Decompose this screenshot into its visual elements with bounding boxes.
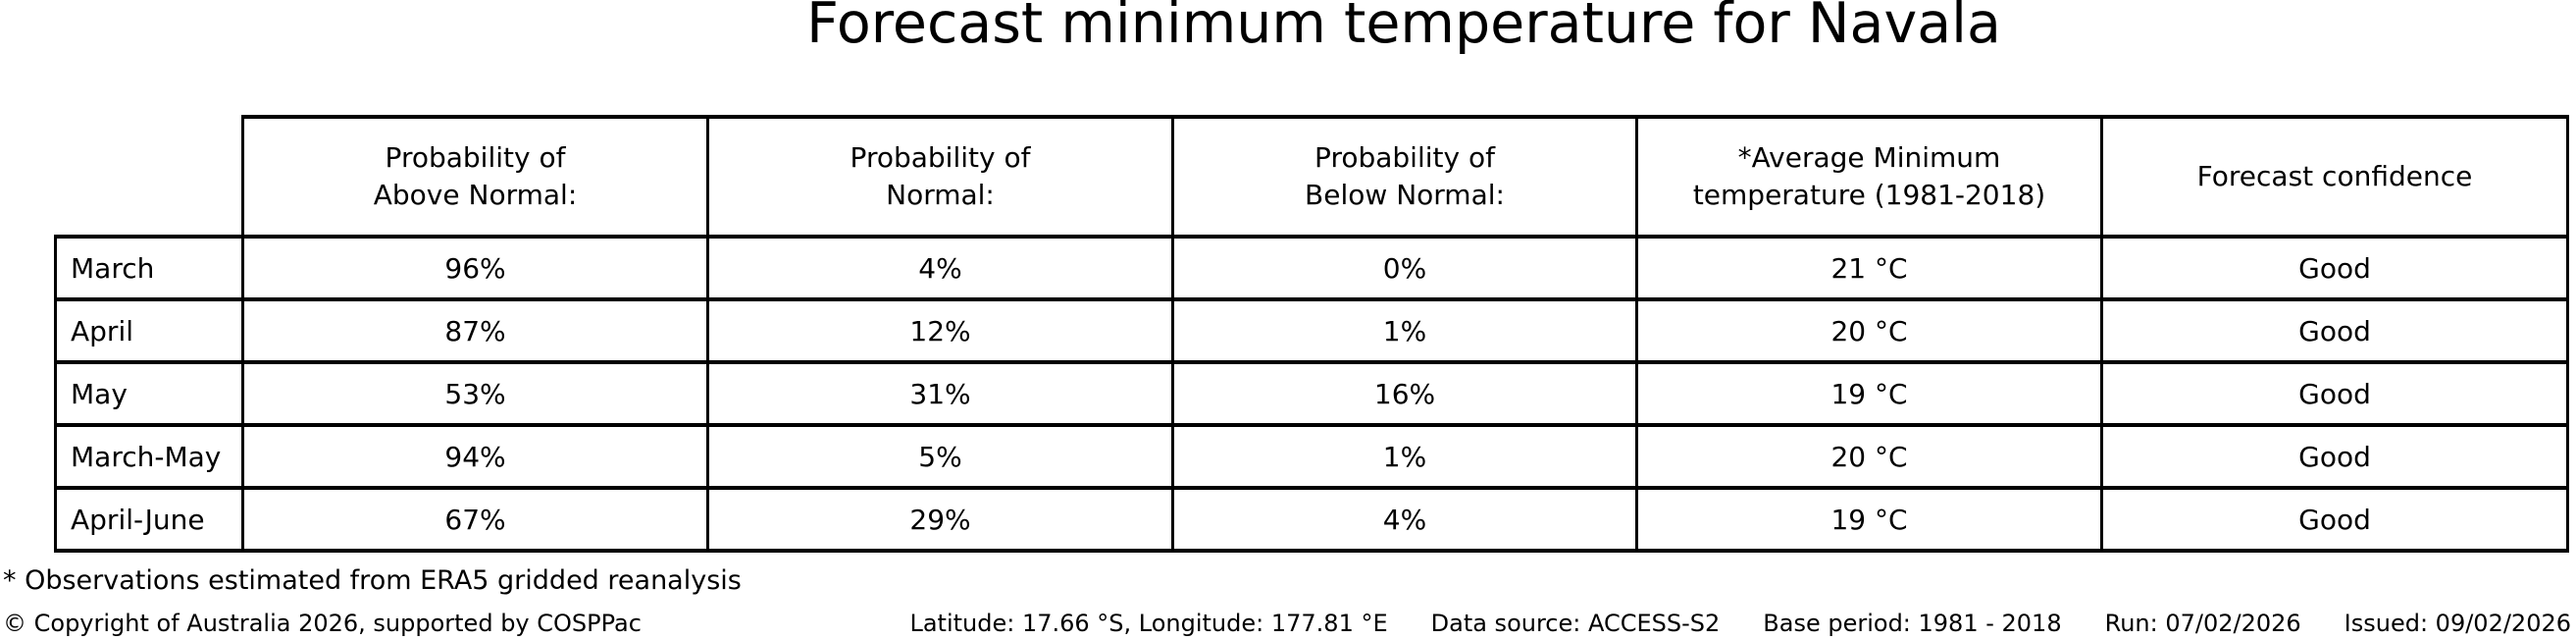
confidence-cell: Good [2100,360,2569,427]
corner-cell [56,117,243,237]
prob-below-cell: 1% [1171,423,1638,490]
avg-temp-cell: 20 °C [1635,297,2103,364]
prob-normal-cell: 31% [706,360,1174,427]
confidence-cell: Good [2100,297,2569,364]
avg-temp-cell: 19 °C [1635,486,2103,553]
avg-temp-cell: 21 °C [1635,235,2103,301]
row-label-cell: March-May [54,423,244,490]
table-row-april-june: April-June 67% 29% 4% 19 °C Good [54,486,2569,553]
prob-above-cell: 87% [241,297,709,364]
prob-below-cell: 4% [1171,486,1638,553]
col-header-normal: Probability of Normal: [706,115,1174,239]
issued-date-text: Issued: 09/02/2026 [2344,610,2571,637]
col-header-avg-min-temp: *Average Minimum temperature (1981-2018) [1635,115,2103,239]
row-label-cell: April-June [54,486,244,553]
row-label-cell: April [54,297,244,364]
avg-temp-cell: 20 °C [1635,423,2103,490]
run-date-text: Run: 07/02/2026 [2104,610,2301,637]
footer-bar: © Copyright of Australia 2026, supported… [3,610,2571,637]
prob-above-cell: 94% [241,423,709,490]
prob-above-cell: 67% [241,486,709,553]
prob-normal-cell: 29% [706,486,1174,553]
avg-temp-cell: 19 °C [1635,360,2103,427]
data-source-text: Data source: ACCESS-S2 [1430,610,1721,637]
forecast-table: Probability of Above Normal: Probability… [54,115,2569,553]
prob-below-cell: 0% [1171,235,1638,301]
prob-normal-cell: 12% [706,297,1174,364]
prob-normal-cell: 4% [706,235,1174,301]
col-header-above-normal: Probability of Above Normal: [241,115,709,239]
table-row-april: April 87% 12% 1% 20 °C Good [54,297,2569,364]
confidence-cell: Good [2100,235,2569,301]
footnote: * Observations estimated from ERA5 gridd… [3,565,742,596]
header-row: Probability of Above Normal: Probability… [56,115,2569,239]
prob-below-cell: 16% [1171,360,1638,427]
location-text: Latitude: 17.66 °S, Longitude: 177.81 °E [909,610,1388,637]
row-label-cell: March [54,235,244,301]
prob-above-cell: 53% [241,360,709,427]
col-header-below-normal: Probability of Below Normal: [1171,115,1638,239]
prob-below-cell: 1% [1171,297,1638,364]
prob-normal-cell: 5% [706,423,1174,490]
col-header-forecast-confidence: Forecast confidence [2100,115,2569,239]
table-row-march-may: March-May 94% 5% 1% 20 °C Good [54,423,2569,490]
base-period-text: Base period: 1981 - 2018 [1763,610,2062,637]
copyright-text: © Copyright of Australia 2026, supported… [3,610,642,637]
confidence-cell: Good [2100,486,2569,553]
table-row-may: May 53% 31% 16% 19 °C Good [54,360,2569,427]
page-title: Forecast minimum temperature for Navala [806,0,2001,56]
table-row-march: March 96% 4% 0% 21 °C Good [54,235,2569,301]
prob-above-cell: 96% [241,235,709,301]
row-label-cell: May [54,360,244,427]
confidence-cell: Good [2100,423,2569,490]
